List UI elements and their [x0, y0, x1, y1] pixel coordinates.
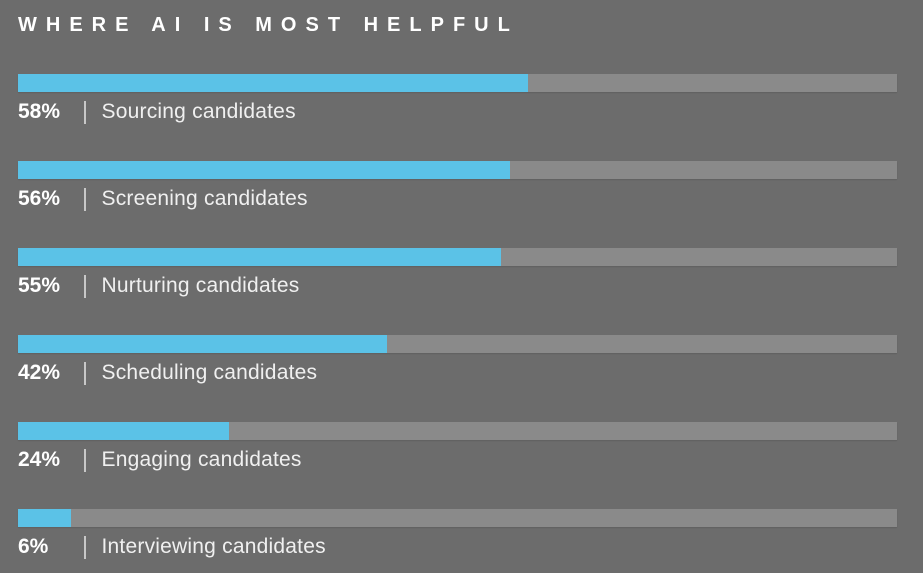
bar-value: 58% — [18, 100, 61, 123]
bar-caption: 42% Scheduling candidates — [18, 361, 897, 385]
bar-row: 42% Scheduling candidates — [18, 335, 897, 385]
bar-rows: 58% Sourcing candidates 56% Screening candi… — [18, 74, 897, 559]
bar-value: 56% — [18, 187, 61, 210]
bar-caption: 55% Nurturing candidates — [18, 274, 897, 298]
bar-value: 55% — [18, 274, 61, 297]
bar-fill — [18, 509, 71, 527]
bar-category-label: Screening candidates — [101, 187, 308, 210]
bar-value: 24% — [18, 448, 61, 471]
bar-track — [18, 248, 897, 266]
separator — [84, 361, 86, 385]
bar-category-label: Interviewing candidates — [101, 535, 326, 558]
bar-category-label: Nurturing candidates — [101, 274, 300, 297]
bar-fill — [18, 422, 229, 440]
chart-title: WHERE AI IS MOST HELPFUL — [18, 14, 519, 36]
bar-row: 58% Sourcing candidates — [18, 74, 897, 124]
bar-fill — [18, 335, 388, 353]
bar-track — [18, 422, 897, 440]
bar-row: 6% Interviewing candidates — [18, 509, 897, 559]
separator — [84, 187, 86, 211]
bar-category-label: Scheduling candidates — [101, 361, 318, 384]
bar-track — [18, 161, 897, 179]
separator — [84, 100, 86, 124]
bar-value: 6% — [18, 535, 49, 558]
bar-row: 56% Screening candidates — [18, 161, 897, 211]
bar-track — [18, 335, 897, 353]
bar-value: 42% — [18, 361, 61, 384]
bar-caption: 24% Engaging candidates — [18, 448, 897, 472]
bar-caption: 56% Screening candidates — [18, 187, 897, 211]
separator — [84, 274, 86, 298]
bar-category-label: Engaging candidates — [101, 448, 302, 471]
bar-caption: 58% Sourcing candidates — [18, 100, 897, 124]
bar-row: 24% Engaging candidates — [18, 422, 897, 472]
bar-fill — [18, 248, 502, 266]
bar-fill — [18, 74, 528, 92]
bar-fill — [18, 161, 511, 179]
bar-track — [18, 74, 897, 92]
bar-row: 55% Nurturing candidates — [18, 248, 897, 298]
separator — [84, 448, 86, 472]
bar-track — [18, 509, 897, 527]
bar-category-label: Sourcing candidates — [101, 100, 296, 123]
bar-caption: 6% Interviewing candidates — [18, 535, 897, 559]
separator — [84, 535, 86, 559]
